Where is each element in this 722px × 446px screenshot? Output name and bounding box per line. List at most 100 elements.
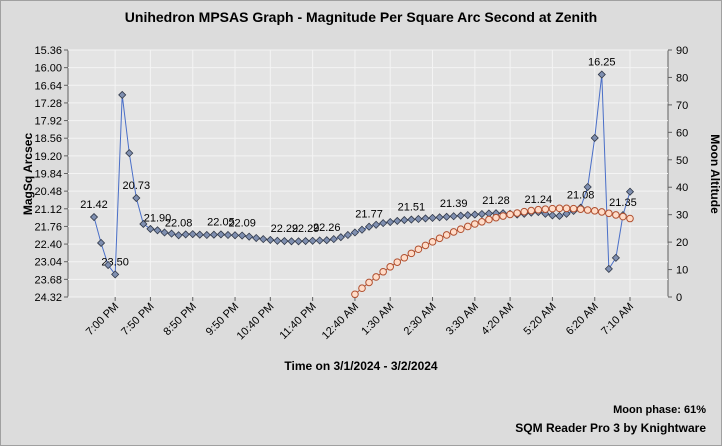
circle-marker [372,273,380,281]
diamond-marker [96,238,106,248]
y-tick-label: 19.20 [34,151,62,163]
data-label: 21.77 [355,209,383,221]
circle-marker [499,212,507,220]
data-label: 23.50 [101,256,129,268]
diamond-marker [597,70,606,79]
diamond-marker [139,219,148,229]
y-tick-label: 21.76 [34,221,62,233]
diamond-marker [583,182,592,192]
diamond-marker [322,236,331,245]
circle-marker [555,204,564,213]
diamond-marker [301,236,310,246]
data-label: 22.29 [271,223,299,235]
diamond-marker [428,213,437,222]
diamond-marker [160,228,169,237]
diamond-marker [223,230,233,240]
circle-marker [562,204,571,213]
circle-marker [612,211,620,219]
data-label: 21.51 [398,202,426,214]
diamond-marker [548,211,557,220]
diamond-marker [252,233,261,243]
circle-marker [421,241,430,250]
diamond-marker [611,253,620,262]
y-axis-title: MagSq Arcsec [21,133,35,216]
circle-marker [351,290,359,299]
diamond-marker [329,235,338,244]
diamond-marker [435,213,444,222]
diamond-marker [167,229,176,238]
data-label: 21.39 [440,198,468,210]
diamond-marker [230,231,240,240]
circle-marker [583,206,592,214]
diamond-marker [238,231,247,240]
circle-marker [548,204,557,213]
circle-marker [506,210,514,219]
diamond-marker [259,235,268,244]
circle-marker [485,215,493,224]
y2-tick-label: 80 [676,72,688,84]
diamond-marker [555,211,564,221]
data-label: 16.25 [588,57,616,69]
diamond-marker [590,133,599,143]
y-tick-label: 16.00 [34,63,62,75]
circle-marker [569,204,578,213]
y-tick-label: 20.48 [34,186,62,198]
diamond-marker [125,149,134,158]
diamond-marker [111,270,120,279]
y-tick-label: 19.84 [34,169,62,181]
diamond-marker [266,235,275,245]
circle-marker [541,205,550,213]
diamond-marker [174,231,183,240]
circle-marker [605,209,613,218]
circle-marker [442,231,451,239]
y-tick-label: 15.36 [34,45,62,57]
diamond-marker [146,224,155,233]
y-tick-label: 23.04 [34,257,62,269]
circle-marker [428,238,437,246]
diamond-marker [449,212,458,221]
data-label: 22.05 [207,216,235,228]
diamond-marker [287,237,296,246]
circle-marker [590,207,599,215]
diamond-marker [132,193,141,203]
diamond-marker [280,236,289,246]
diamond-marker [202,230,211,240]
diamond-marker [209,230,218,239]
diamond-marker [315,236,324,245]
y2-tick-label: 90 [676,45,688,57]
diamond-marker [393,216,402,225]
circle-marker [534,205,543,214]
diamond-marker [153,226,162,235]
y2-axis-title: Moon Altitude [708,134,722,214]
circle-marker [414,245,423,254]
diamond-marker [386,217,395,227]
circle-marker [456,225,465,234]
chart-title: Unihedron MPSAS Graph - Magnitude Per Sq… [125,9,597,25]
y-tick-label: 23.68 [34,274,62,286]
diamond-marker [604,264,613,273]
y-tick-label: 22.40 [34,239,62,251]
data-label: 21.35 [609,197,637,209]
diamond-marker [216,230,226,239]
y2-tick-label: 70 [676,100,688,112]
diamond-marker [372,220,381,229]
data-label: 21.24 [525,194,553,206]
y-tick-label: 21.12 [34,204,62,216]
diamond-marker [442,212,451,221]
circle-marker [478,218,486,226]
diamond-marker [414,214,423,224]
circle-marker [597,208,606,216]
circle-marker [513,209,521,217]
y2-tick-label: 60 [676,127,688,139]
y2-tick-label: 50 [676,155,688,167]
y2-tick-label: 40 [676,182,688,194]
circle-marker [365,278,373,287]
diamond-marker [181,230,190,239]
circle-marker [492,213,500,222]
diamond-marker [477,209,486,219]
circle-marker [626,214,634,223]
diamond-marker [195,230,204,239]
diamond-marker [562,209,571,218]
